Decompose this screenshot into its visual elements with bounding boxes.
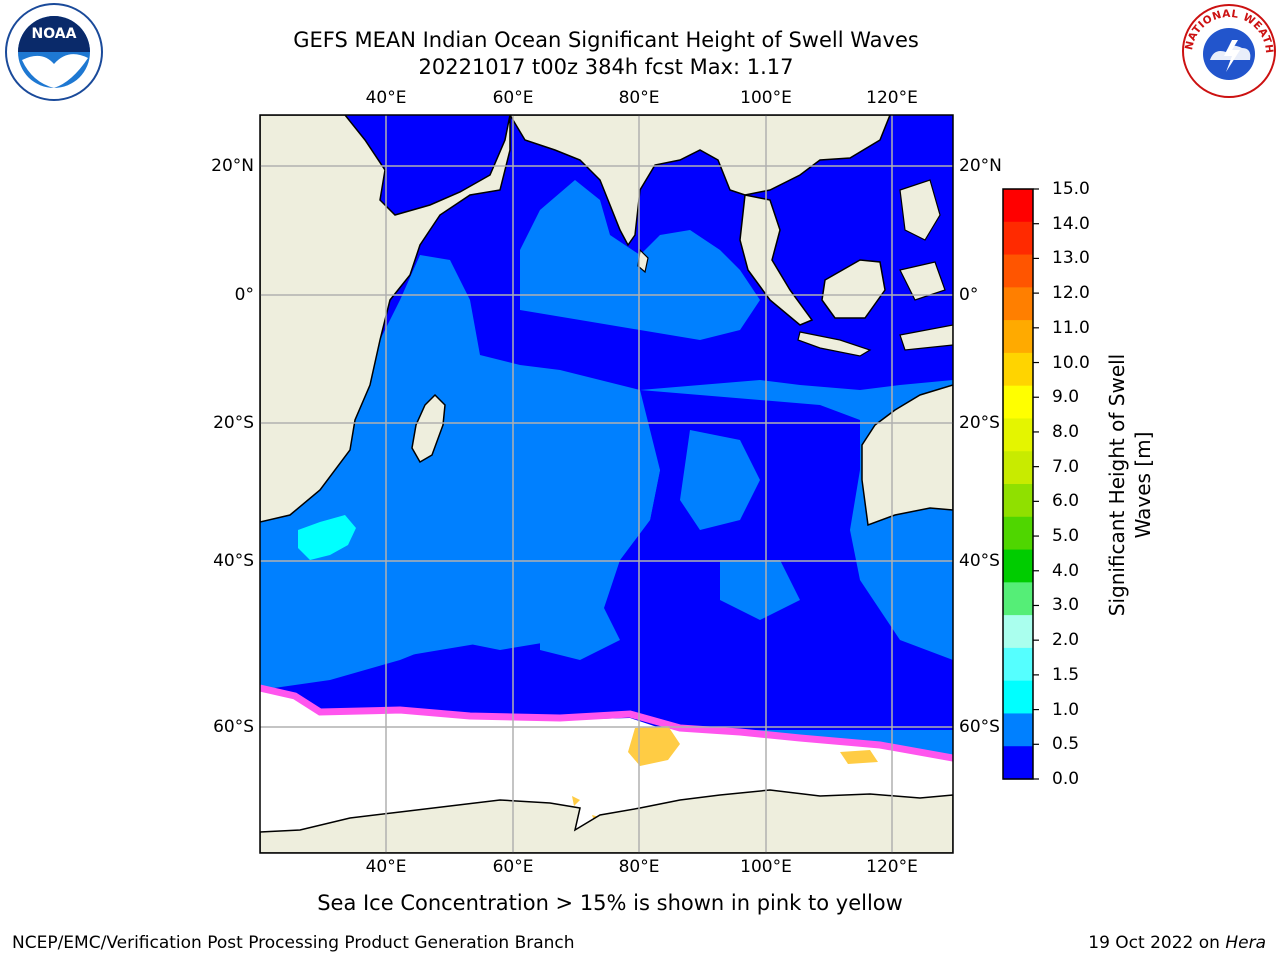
ocean-low-swell-south [260, 390, 953, 730]
colorbar-title: Significant Height of Swell Waves [m] [1104, 354, 1156, 616]
colorbar-segment [1003, 385, 1033, 420]
lat-tick-left: 60°S [213, 717, 254, 737]
java-land [797, 331, 872, 357]
lon-tick-bottom: 60°E [492, 857, 534, 877]
colorbar-label: 5.0 [1052, 526, 1080, 547]
lon-tick-top: 80°E [618, 88, 660, 108]
colorbar-segment [1003, 582, 1033, 616]
ocean-moderate-swell-patch [540, 430, 800, 660]
lat-tick-left: 40°S [213, 551, 254, 571]
antarctica-land [260, 789, 953, 853]
borneo-land [821, 259, 886, 319]
lat-tick-right: 0° [959, 285, 979, 305]
colorbar-label: 12.0 [1052, 283, 1090, 304]
colorbar-segment [1003, 647, 1033, 682]
colorbar-frame [1002, 188, 1034, 780]
lat-tick-left: 0° [234, 285, 254, 305]
colorbar-title-line1: Significant Height of Swell [1105, 353, 1129, 617]
noaa-logo-text: NOAA [32, 26, 77, 42]
colorbar-label: 1.5 [1052, 664, 1080, 685]
lon-tick-top: 40°E [365, 88, 407, 108]
noaa-logo-icon: NOAA [5, 3, 103, 101]
colorbar-segment [1003, 320, 1033, 354]
colorbar-segment [1003, 418, 1033, 452]
colorbar-segment [1003, 189, 1033, 223]
footer-producer: NCEP/EMC/Verification Post Processing Pr… [12, 933, 575, 953]
lat-tick-right: 60°S [959, 717, 1000, 737]
footer-host: Hera [1225, 933, 1266, 953]
colorbar-segment [1003, 352, 1033, 387]
ocean-moderate-swell-southwest [260, 410, 660, 680]
lon-tick-bottom: 40°E [365, 857, 407, 877]
ice-edge-yellow [572, 726, 878, 826]
colorbar-segment [1003, 713, 1033, 747]
colorbar-label: 9.0 [1052, 387, 1080, 408]
colorbar-label: 11.0 [1052, 317, 1090, 338]
colorbar-segment [1003, 549, 1033, 583]
colorbar [1003, 188, 1039, 780]
colorbar-label: 4.0 [1052, 560, 1080, 581]
colorbar-segment [1003, 516, 1033, 551]
asia-land [509, 115, 891, 247]
africa-arabia-land [260, 115, 511, 523]
ocean-high-swell-patch [298, 515, 356, 560]
map-subtitle: 20221017 t00z 384h fcst Max: 1.17 [418, 55, 794, 79]
colorbar-segment [1003, 221, 1033, 256]
madagascar-land [411, 393, 446, 464]
lat-tick-left: 20°S [213, 413, 254, 433]
lon-tick-top: 60°E [492, 88, 534, 108]
colorbar-label: 7.0 [1052, 456, 1080, 477]
colorbar-label: 13.0 [1052, 248, 1090, 269]
footer-date-host: 19 Oct 2022 on Hera [1088, 933, 1266, 953]
australia-land [861, 384, 953, 527]
colorbar-segment [1003, 746, 1033, 780]
colorbar-title-line2: Waves [m] [1131, 431, 1155, 539]
map-title: GEFS MEAN Indian Ocean Significant Heigh… [293, 28, 919, 52]
colorbar-label: 6.0 [1052, 491, 1080, 512]
southeast-asia-land [739, 194, 814, 326]
colorbar-label: 1.0 [1052, 699, 1080, 720]
colorbar-label: 2.0 [1052, 630, 1080, 651]
colorbar-label: 15.0 [1052, 179, 1090, 199]
colorbar-label: 0.0 [1052, 769, 1080, 789]
colorbar-segment [1003, 484, 1033, 518]
map-frame [259, 114, 954, 854]
lon-tick-bottom: 80°E [618, 857, 660, 877]
lon-tick-top: 100°E [740, 88, 792, 108]
colorbar-segment [1003, 615, 1033, 649]
ice-edge-pink [260, 684, 953, 762]
colorbar-segment [1003, 680, 1033, 715]
colorbar-label: 0.5 [1052, 734, 1080, 755]
colorbar-label: 14.0 [1052, 213, 1090, 234]
lon-tick-bottom: 100°E [740, 857, 792, 877]
colorbar-segment [1003, 451, 1033, 485]
colorbar-label: 3.0 [1052, 595, 1080, 616]
sea-ice-note: Sea Ice Concentration > 15% is shown in … [317, 891, 903, 915]
nws-logo-icon: NATIONAL WEATHER SERVICE [1180, 2, 1276, 98]
colorbar-segment [1003, 254, 1033, 288]
lon-tick-top: 120°E [866, 88, 918, 108]
colorbar-label: 8.0 [1052, 421, 1080, 442]
colorbar-label: 10.0 [1052, 352, 1090, 373]
lat-tick-right: 20°S [959, 413, 1000, 433]
lon-tick-bottom: 120°E [866, 857, 918, 877]
eastern-islands-land [899, 179, 953, 351]
map-gridlines [260, 115, 953, 853]
colorbar-segment [1003, 287, 1033, 321]
footer-date: 19 Oct 2022 on [1088, 933, 1226, 953]
lat-tick-left: 20°N [211, 156, 254, 176]
lat-tick-right: 20°N [959, 156, 1002, 176]
lat-tick-right: 40°S [959, 551, 1000, 571]
